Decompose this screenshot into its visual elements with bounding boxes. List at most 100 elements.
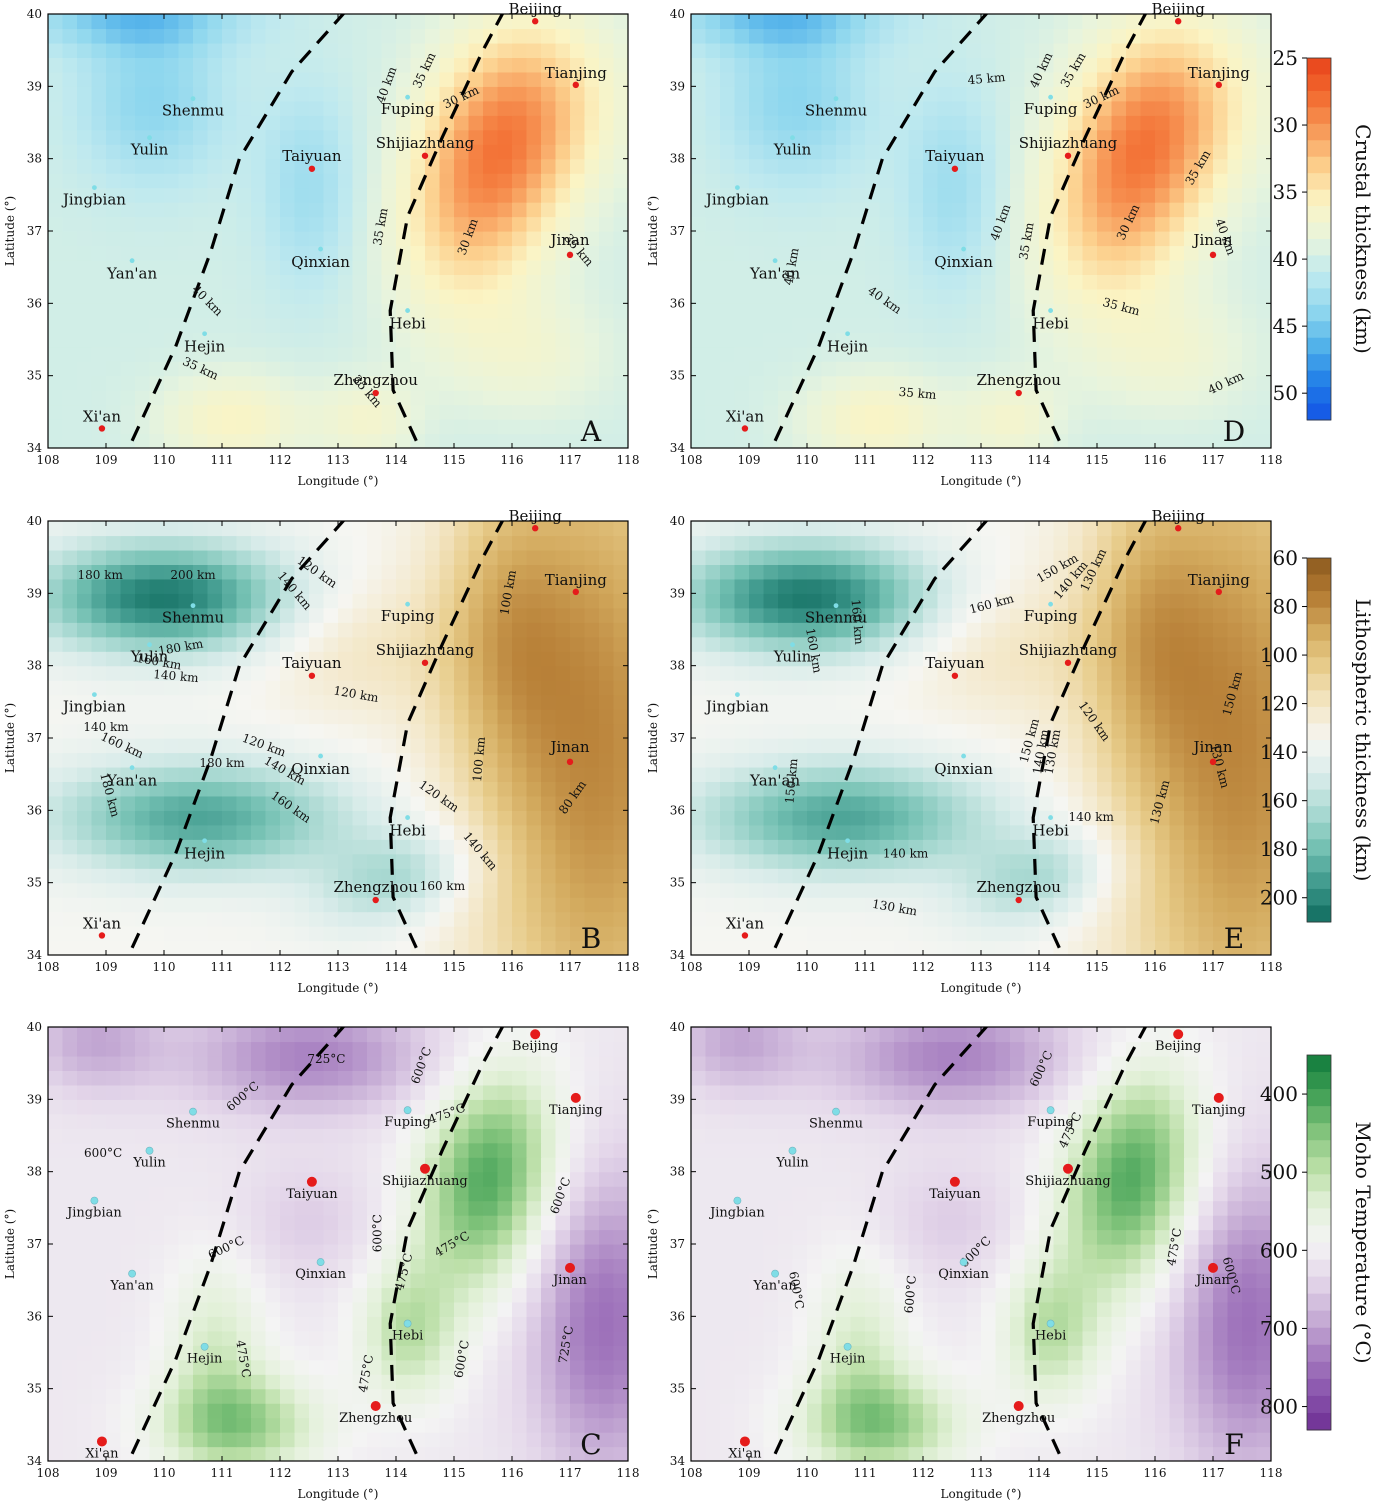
field-cell (735, 390, 750, 405)
field-cell (295, 1331, 310, 1346)
field-cell (251, 144, 266, 159)
field-cell (425, 14, 440, 29)
field-cell (121, 28, 136, 43)
field-cell (411, 217, 426, 232)
field-cell (1039, 332, 1054, 347)
field-cell (469, 1186, 484, 1201)
field-cell (367, 579, 382, 594)
field-cell (1213, 202, 1228, 217)
field-cell (411, 332, 426, 347)
x-tick-label: 113 (327, 960, 350, 974)
field-cell (469, 1172, 484, 1187)
field-cell (952, 217, 967, 232)
field-cell (425, 1389, 440, 1404)
field-cell (135, 1230, 150, 1245)
field-cell (382, 43, 397, 58)
field-cell (208, 173, 223, 188)
field-cell (396, 1345, 411, 1360)
field-cell (251, 941, 266, 956)
field-cell (251, 274, 266, 289)
field-cell (498, 752, 513, 767)
field-cell (1010, 274, 1025, 289)
field-cell (237, 709, 252, 724)
field-cell (266, 361, 281, 376)
field-cell (570, 550, 585, 565)
field-cell (382, 28, 397, 43)
field-cell (92, 868, 107, 883)
field-cell (77, 43, 92, 58)
field-cell (266, 72, 281, 87)
field-cell (614, 1114, 629, 1129)
field-cell (295, 1244, 310, 1259)
field-cell (691, 101, 706, 116)
field-cell (266, 1070, 281, 1085)
field-cell (135, 361, 150, 376)
field-cell (556, 1389, 571, 1404)
field-cell (266, 1056, 281, 1071)
field-cell (923, 274, 938, 289)
field-cell (208, 521, 223, 536)
field-cell (1242, 188, 1257, 203)
field-cell (353, 1273, 368, 1288)
city-marker (191, 96, 196, 101)
field-cell (237, 651, 252, 666)
field-cell (851, 173, 866, 188)
field-cell (92, 159, 107, 174)
field-cell (48, 1447, 63, 1462)
field-cell (1155, 202, 1170, 217)
field-cell (440, 245, 455, 260)
field-cell (77, 28, 92, 43)
field-cell (208, 318, 223, 333)
field-cell (691, 86, 706, 101)
field-cell (208, 1374, 223, 1389)
field-cell (614, 810, 629, 825)
field-cell (865, 434, 880, 449)
field-cell (454, 274, 469, 289)
field-cell (512, 1273, 527, 1288)
field-cell (599, 173, 614, 188)
field-cell (996, 347, 1011, 362)
y-tick-label: 34 (27, 1454, 43, 1468)
field-cell (440, 767, 455, 782)
field-cell (923, 101, 938, 116)
field-cell (309, 738, 324, 753)
field-cell (121, 1230, 136, 1245)
field-cell (909, 231, 924, 246)
field-cell (338, 28, 353, 43)
field-cell (382, 1302, 397, 1317)
field-cell (48, 1172, 63, 1187)
field-cell (164, 724, 179, 739)
field-cell (614, 1056, 629, 1071)
x-tick-label: 109 (95, 453, 118, 467)
field-cell (599, 101, 614, 116)
field-cell (63, 347, 78, 362)
field-cell (1068, 347, 1083, 362)
field-cell (77, 434, 92, 449)
field-cell (353, 912, 368, 927)
field-cell (164, 245, 179, 260)
field-cell (1170, 130, 1185, 145)
field-cell (483, 274, 498, 289)
field-cell (77, 839, 92, 854)
field-cell (48, 202, 63, 217)
field-cell (150, 1316, 165, 1331)
field-cell (585, 188, 600, 203)
field-cell (440, 521, 455, 536)
field-cell (454, 303, 469, 318)
city-label: Shijiazhuang (376, 641, 475, 659)
field-cell (353, 1186, 368, 1201)
field-cell (454, 941, 469, 956)
field-cell (938, 115, 953, 130)
field-cell (1097, 57, 1112, 72)
field-cell (1097, 245, 1112, 260)
field-cell (222, 1041, 237, 1056)
field-cell (527, 637, 542, 652)
field-cell (599, 1389, 614, 1404)
field-cell (967, 318, 982, 333)
field-cell (614, 1041, 629, 1056)
field-cell (179, 188, 194, 203)
field-cell (440, 752, 455, 767)
field-cell (411, 28, 426, 43)
field-cell (706, 144, 721, 159)
field-cell (237, 1316, 252, 1331)
